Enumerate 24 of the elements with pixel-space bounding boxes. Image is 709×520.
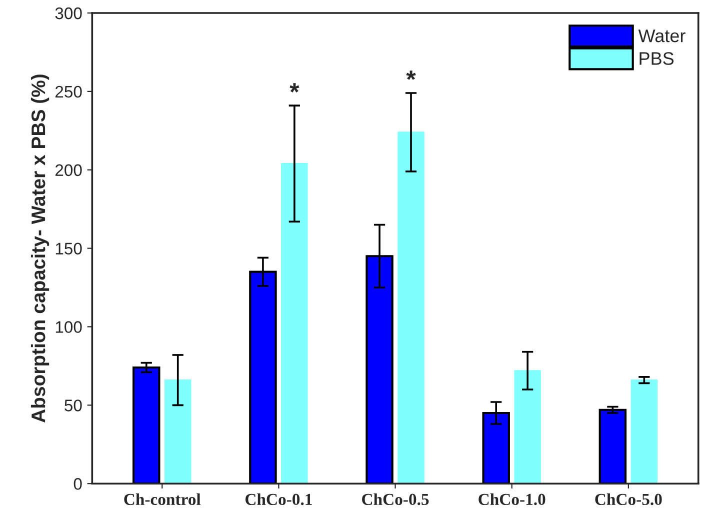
legend-label: Water bbox=[638, 30, 686, 42]
bar bbox=[164, 380, 192, 484]
y-tick-label: 150 bbox=[56, 242, 82, 255]
y-axis-title: Absorption capacity- Water x PBS (%) bbox=[30, 74, 50, 422]
annotation: * bbox=[406, 70, 416, 80]
y-tick-label: 50 bbox=[64, 400, 82, 412]
x-tick-label: ChCo-0.1 bbox=[245, 493, 312, 506]
y-tick-label: 0 bbox=[74, 478, 82, 490]
bar bbox=[132, 366, 160, 484]
legend-label: PBS bbox=[640, 52, 674, 65]
bar bbox=[281, 163, 308, 484]
x-tick-label: Ch-control bbox=[124, 493, 201, 506]
x-tick-label: ChCo-0.5 bbox=[362, 493, 429, 506]
x-tick-label: ChCo-1.0 bbox=[478, 493, 546, 506]
y-tick-label: 300 bbox=[55, 7, 82, 20]
x-tick-label: ChCo-5.0 bbox=[595, 493, 662, 506]
annotation: * bbox=[290, 83, 300, 92]
y-tick-label: 200 bbox=[55, 164, 82, 176]
y-tick-label: 100 bbox=[56, 321, 82, 333]
bar bbox=[514, 370, 541, 484]
bar bbox=[398, 132, 424, 484]
bar bbox=[630, 380, 658, 484]
y-tick-label: 250 bbox=[55, 86, 82, 98]
bar bbox=[598, 408, 627, 484]
